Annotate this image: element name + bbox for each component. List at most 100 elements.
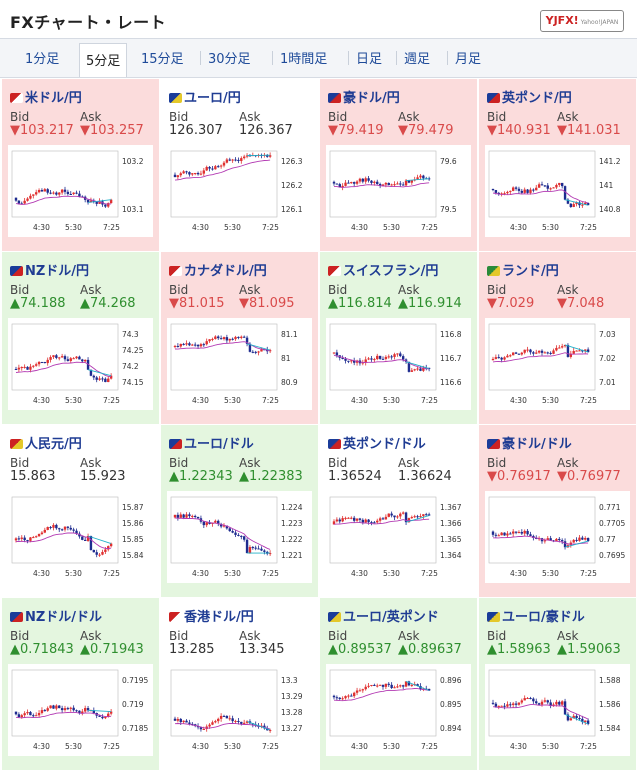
tab-3[interactable]: 30分足 [208, 48, 251, 67]
candle-body [365, 178, 367, 181]
x-tick-label: 7:25 [103, 396, 120, 405]
candle-body [231, 531, 233, 533]
candle-body [226, 159, 228, 162]
candle-body [206, 341, 208, 344]
candle-body [70, 708, 72, 709]
y-tick-label: 141 [599, 181, 614, 190]
pair-name[interactable]: NZドル/ドル [10, 606, 102, 625]
candle-body [382, 359, 384, 360]
pair-name[interactable]: ランド/円 [487, 260, 559, 279]
pair-name[interactable]: ユーロ/豪ドル [487, 606, 585, 625]
candle-body [93, 550, 95, 552]
yjfx-logo[interactable]: YJFX!Yahoo!JAPAN [540, 10, 624, 32]
candle-body [237, 721, 239, 722]
ask-price: 0.89637 [408, 642, 462, 657]
candle-body [422, 176, 424, 179]
pair-name[interactable]: NZドル/円 [10, 260, 89, 279]
tab-divider [200, 51, 201, 65]
tab-1[interactable]: 5分足 [79, 43, 127, 77]
tab-4[interactable]: 1時間足 [280, 48, 327, 67]
pair-name[interactable]: 人民元/円 [10, 433, 82, 452]
candle-body [208, 339, 210, 341]
candle-body [35, 364, 37, 366]
x-tick-label: 4:30 [33, 742, 50, 751]
y-tick-label: 7.02 [599, 354, 616, 363]
tab-5[interactable]: 日足 [356, 48, 382, 67]
timeframe-tabs: 1分足 5分足 15分足 30分足 1時間足 日足 週足 月足 [0, 39, 637, 78]
candle-body [229, 159, 231, 160]
y-tick-label: 74.15 [122, 378, 144, 387]
tab-2[interactable]: 15分足 [141, 48, 184, 67]
ask-value: ▼0.76977 [557, 469, 621, 484]
pair-name[interactable]: ユーロ/英ポンド [328, 606, 439, 625]
pair-name[interactable]: 米ドル/円 [10, 87, 82, 106]
pair-name[interactable]: 英ポンド/ドル [328, 433, 426, 452]
candle-body [55, 193, 57, 195]
ask-label: Ask [239, 283, 260, 297]
pair-name[interactable]: 香港ドル/円 [169, 606, 254, 625]
x-tick-label: 7:25 [103, 742, 120, 751]
pair-name[interactable]: 豪ドル/円 [328, 87, 400, 106]
pair-name[interactable]: 豪ドル/ドル [487, 433, 572, 452]
candle-body [416, 369, 418, 370]
x-tick-label: 5:30 [542, 396, 559, 405]
bid-label: Bid [169, 629, 188, 643]
tab-7[interactable]: 月足 [455, 48, 481, 67]
candle-body [411, 181, 413, 183]
pair-name[interactable]: スイスフラン/円 [328, 260, 438, 279]
candle-body [55, 355, 57, 358]
ask-price: 13.345 [239, 642, 285, 657]
tab-0[interactable]: 1分足 [25, 48, 59, 67]
pair-name[interactable]: ユーロ/円 [169, 87, 241, 106]
pair-name[interactable]: 英ポンド/円 [487, 87, 572, 106]
candle-body [47, 189, 49, 192]
candle-body [47, 360, 49, 363]
candle-body [64, 527, 66, 530]
candle-body [521, 532, 523, 534]
candle-body [220, 716, 222, 719]
ask-price: 15.923 [80, 469, 126, 484]
bid-value: 1.36524 [328, 469, 382, 484]
pair-name[interactable]: カナダドル/円 [169, 260, 267, 279]
ask-price: 103.257 [90, 123, 144, 138]
tab-6[interactable]: 週足 [404, 48, 430, 67]
pair-name[interactable]: ユーロ/ドル [169, 433, 254, 452]
ask-label: Ask [80, 110, 101, 124]
tab-divider [272, 51, 273, 65]
candle-body [506, 534, 508, 536]
candle-body [49, 357, 51, 360]
x-tick-label: 7:25 [262, 223, 279, 232]
